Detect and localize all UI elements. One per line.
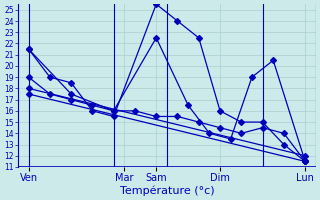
X-axis label: Température (°c): Température (°c): [120, 185, 214, 196]
